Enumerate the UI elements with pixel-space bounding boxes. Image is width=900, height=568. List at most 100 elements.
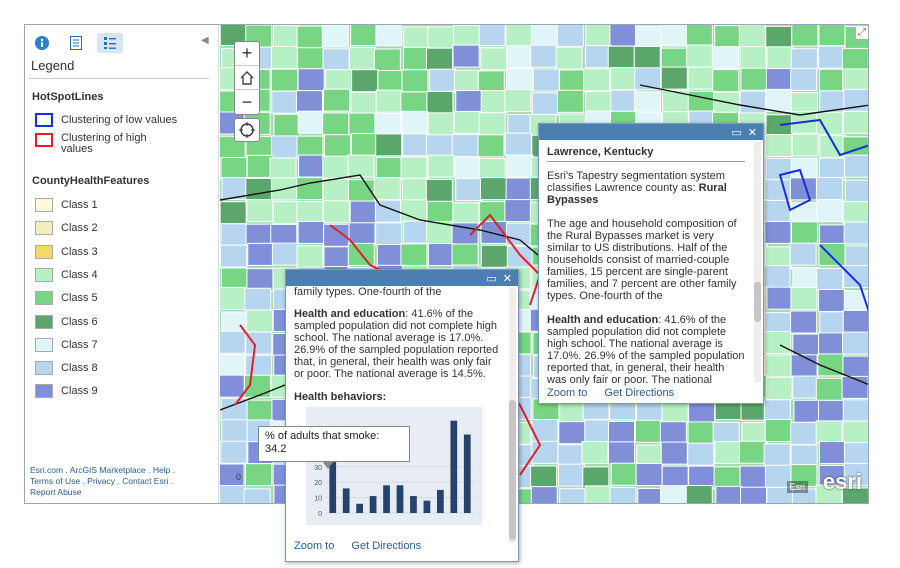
county-cell bbox=[296, 25, 324, 49]
county-cell bbox=[427, 154, 455, 178]
county-cell bbox=[764, 419, 792, 443]
county-cell bbox=[843, 462, 868, 486]
y-tick-label: 10 bbox=[314, 496, 322, 503]
county-cell bbox=[715, 485, 743, 503]
county-cell bbox=[297, 68, 325, 92]
zoom-to-link[interactable]: Zoom to bbox=[294, 540, 335, 552]
county-cell bbox=[220, 157, 248, 181]
legend-tab[interactable] bbox=[97, 33, 123, 53]
close-icon[interactable]: ✕ bbox=[502, 272, 512, 285]
county-cell bbox=[685, 25, 713, 46]
legend-item-class: Class 1 bbox=[35, 198, 98, 212]
county-cell bbox=[403, 26, 431, 50]
zoom-in-button[interactable]: + bbox=[235, 42, 259, 66]
county-cell bbox=[791, 25, 819, 47]
close-icon[interactable]: ✕ bbox=[747, 126, 757, 139]
county-cell bbox=[764, 220, 792, 244]
county-cell bbox=[844, 179, 868, 203]
bar-7 bbox=[410, 496, 417, 513]
county-cell bbox=[843, 154, 868, 178]
county-cell bbox=[818, 157, 846, 181]
legend-list-icon bbox=[104, 37, 116, 49]
county-cell bbox=[455, 178, 483, 202]
footer-link[interactable]: Terms of Use bbox=[30, 476, 81, 486]
details-tab[interactable] bbox=[63, 33, 89, 53]
class-swatch bbox=[35, 198, 53, 212]
county-cell bbox=[348, 112, 376, 136]
expand-icon[interactable]: ⤢ bbox=[856, 27, 868, 39]
zoom-to-link[interactable]: Zoom to bbox=[547, 387, 588, 399]
county-cell bbox=[452, 44, 480, 68]
county-cell bbox=[687, 442, 715, 466]
county-cell bbox=[375, 89, 403, 113]
county-cell bbox=[401, 177, 429, 201]
county-cell bbox=[322, 200, 350, 224]
legend-divider bbox=[29, 78, 209, 79]
county-cell bbox=[504, 199, 532, 223]
county-cell bbox=[220, 330, 246, 354]
scroll-thumb[interactable] bbox=[754, 282, 761, 322]
legend-item-class: Class 7 bbox=[35, 337, 98, 352]
home-button[interactable] bbox=[235, 66, 259, 90]
county-cell bbox=[220, 223, 248, 247]
esri-logo: esri bbox=[822, 469, 862, 494]
popup-scrollbar[interactable] bbox=[754, 142, 761, 382]
collapse-sidebar-icon[interactable]: ◀ bbox=[201, 35, 209, 46]
county-cell bbox=[246, 268, 274, 292]
county-cell bbox=[480, 177, 508, 201]
bar-2 bbox=[342, 488, 350, 513]
legend-item-label: Class 1 bbox=[61, 199, 98, 211]
zoom-out-button[interactable]: − bbox=[241, 91, 253, 112]
maximize-icon[interactable]: ▭ bbox=[731, 126, 742, 139]
footer-link[interactable]: Esri.com bbox=[30, 465, 64, 475]
county-cell bbox=[816, 176, 844, 200]
county-cell bbox=[818, 441, 846, 465]
footer-link[interactable]: Report Abuse bbox=[30, 487, 82, 497]
legend-item-label: Class 4 bbox=[61, 268, 98, 281]
county-cell bbox=[504, 89, 532, 113]
scroll-thumb[interactable] bbox=[509, 400, 516, 540]
county-cell bbox=[400, 91, 428, 115]
county-cell bbox=[637, 487, 665, 503]
legend-item-class: Class 8 bbox=[35, 361, 98, 376]
tapestry-text: Esri's Tapestry segmentation system clas… bbox=[547, 170, 727, 206]
footer-link[interactable]: Privacy bbox=[87, 476, 116, 486]
footer-link[interactable]: Help bbox=[152, 465, 171, 475]
county-cell bbox=[506, 154, 534, 178]
county-cell bbox=[506, 68, 534, 92]
county-cell bbox=[246, 309, 274, 333]
county-cell bbox=[819, 311, 847, 335]
county-cell bbox=[425, 178, 453, 202]
county-cell bbox=[480, 47, 508, 71]
maximize-icon[interactable]: ▭ bbox=[486, 272, 497, 285]
county-cell bbox=[790, 310, 818, 334]
county-cell bbox=[739, 46, 767, 70]
county-cell bbox=[322, 178, 350, 202]
county-cell bbox=[455, 90, 483, 114]
county-cell bbox=[739, 465, 767, 489]
county-cell bbox=[375, 222, 403, 246]
about-tab[interactable] bbox=[29, 33, 55, 53]
popup-scrollbar[interactable] bbox=[509, 288, 516, 543]
county-cell bbox=[582, 68, 610, 92]
get-directions-link[interactable]: Get Directions bbox=[351, 540, 422, 552]
county-cell bbox=[271, 68, 299, 92]
footer-links: Esri.com . ArcGIS Marketplace . Help . T… bbox=[30, 465, 176, 497]
county-cell bbox=[477, 134, 505, 158]
county-cell bbox=[688, 465, 716, 489]
get-directions-link[interactable]: Get Directions bbox=[604, 387, 675, 399]
class-swatch bbox=[35, 361, 53, 376]
locate-button[interactable] bbox=[234, 118, 260, 142]
footer-link[interactable]: Contact Esri bbox=[122, 476, 169, 486]
county-cell bbox=[711, 46, 739, 70]
county-cell bbox=[819, 68, 847, 92]
county-cell bbox=[841, 331, 868, 355]
county-cell bbox=[584, 45, 612, 69]
county-cell bbox=[270, 45, 298, 69]
county-cell bbox=[402, 133, 430, 157]
county-cell bbox=[842, 309, 868, 333]
county-cell bbox=[220, 354, 246, 378]
county-cell bbox=[531, 92, 559, 116]
county-cell bbox=[271, 90, 299, 114]
footer-link[interactable]: ArcGIS Marketplace bbox=[69, 465, 146, 475]
